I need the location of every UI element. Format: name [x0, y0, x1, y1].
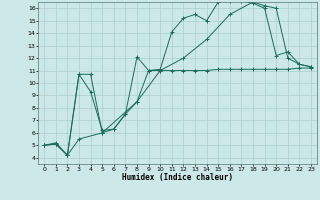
X-axis label: Humidex (Indice chaleur): Humidex (Indice chaleur) [122, 173, 233, 182]
